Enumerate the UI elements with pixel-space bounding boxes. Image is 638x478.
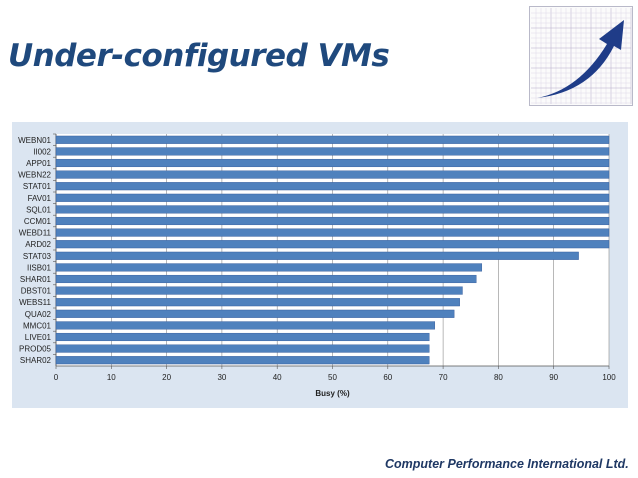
bar-iisb01 [55, 263, 483, 272]
x-tick-label: 80 [494, 373, 503, 382]
bar-stat01 [55, 182, 610, 191]
x-axis-title: Busy (%) [315, 389, 350, 398]
x-tick-label: 30 [217, 373, 226, 382]
category-label: MMC01 [23, 321, 52, 330]
bar-stat03 [55, 251, 579, 260]
category-label: CCM01 [24, 217, 52, 226]
category-label: SHAR01 [20, 275, 52, 284]
category-label: LIVE01 [25, 333, 52, 342]
x-tick-label: 10 [107, 373, 116, 382]
category-label: IISB01 [27, 263, 52, 272]
x-tick-label: 100 [602, 373, 616, 382]
category-label: DBST01 [21, 287, 52, 296]
x-tick-label: 70 [439, 373, 448, 382]
category-label: WEBS11 [19, 298, 51, 307]
category-label: WEBN01 [18, 136, 51, 145]
category-label: STAT03 [23, 252, 52, 261]
footer-company-name: Computer Performance International Ltd. [385, 457, 629, 471]
category-label: SQL01 [26, 205, 51, 214]
bar-webd11 [55, 228, 610, 237]
bar-fav01 [55, 193, 610, 202]
bar-ard02 [55, 240, 610, 249]
bar-ii002 [55, 147, 610, 156]
bar-shar01 [55, 274, 477, 284]
category-label: WEBD11 [19, 229, 52, 238]
bar-live01 [55, 332, 430, 342]
x-tick-label: 0 [54, 373, 59, 382]
category-label: FAV01 [28, 194, 52, 203]
category-label: II002 [33, 147, 51, 156]
x-tick-label: 60 [383, 373, 392, 382]
x-tick-label: 40 [273, 373, 282, 382]
x-tick-label: 20 [162, 373, 171, 382]
bar-prod05 [55, 344, 430, 353]
bar-webs11 [55, 298, 460, 307]
bar-sql01 [55, 205, 610, 214]
category-label: QUA02 [25, 310, 52, 319]
bar-mmc01 [55, 321, 436, 330]
bar-dbst01 [55, 286, 463, 295]
rising-arrow-icon [537, 20, 624, 98]
x-tick-label: 50 [328, 373, 337, 382]
logo-graphic [529, 6, 633, 106]
category-label: PROD05 [19, 345, 52, 354]
chart-panel: 0 10 20 30 40 50 60 70 80 90 100 WEBN01 II002 APP01 WE… [12, 122, 628, 408]
bar-qua02 [55, 309, 455, 318]
x-tick-label: 90 [549, 373, 558, 382]
bar-ccm01 [55, 216, 610, 226]
bar-shar02 [55, 356, 430, 365]
bar-webn01 [55, 135, 610, 144]
slide-title: Under-configured VMs [8, 38, 390, 74]
bar-app01 [55, 158, 610, 168]
category-label: APP01 [26, 159, 51, 168]
category-label: WEBN22 [18, 171, 51, 180]
bar-chart: 0 10 20 30 40 50 60 70 80 90 100 WEBN01 II002 APP01 WE… [18, 133, 616, 398]
category-label: STAT01 [23, 182, 52, 191]
bar-webn22 [55, 170, 610, 179]
category-label: SHAR02 [20, 356, 52, 365]
rising-arrow-grid-logo [529, 6, 633, 106]
category-label: ARD02 [25, 240, 51, 249]
